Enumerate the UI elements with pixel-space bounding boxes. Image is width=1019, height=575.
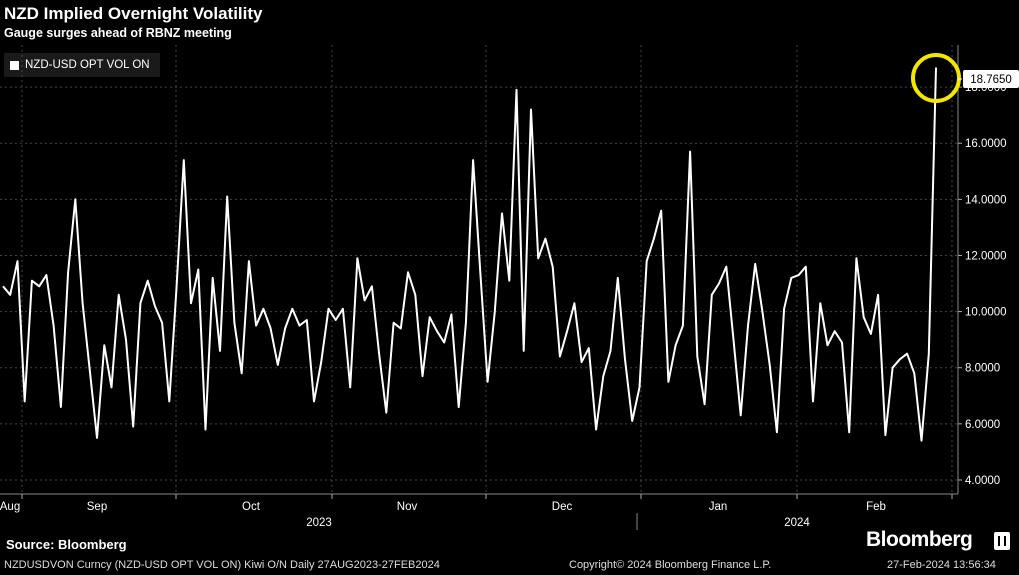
legend-swatch [10, 60, 19, 70]
x-tick-label: Sep [87, 501, 107, 513]
last-value-label: 18.7650 [970, 74, 1012, 86]
x-year-label: 2023 [306, 517, 332, 529]
x-year-label: 2024 [784, 517, 810, 529]
y-tick-label: 14.0000 [965, 194, 1007, 206]
y-tick-label: 6.0000 [965, 419, 1000, 431]
series-line-nzd-usd-opt-vol-on [2, 67, 937, 442]
bloomberg-logo: Bloomberg [866, 528, 973, 551]
x-tick-label: Jan [709, 501, 728, 513]
footer-ticker: NZDUSDVON Curncy (NZD-USD OPT VOL ON) Ki… [4, 559, 440, 571]
legend: NZD-USD OPT VOL ON [4, 53, 160, 77]
legend-label: NZD-USD OPT VOL ON [25, 59, 150, 71]
x-tick-label: Feb [866, 501, 886, 513]
last-value-box [963, 70, 1019, 88]
footer-timestamp: 27-Feb-2024 13:56:34 [887, 559, 996, 571]
y-tick-label: 10.0000 [965, 307, 1007, 319]
chart-subtitle: Gauge surges ahead of RBNZ meeting [4, 26, 232, 40]
x-tick-label: Aug [0, 501, 20, 513]
x-tick-label: Nov [397, 501, 418, 513]
source-note: Source: Bloomberg [6, 537, 127, 552]
footer-copyright: Copyright© 2024 Bloomberg Finance L.P. [569, 559, 772, 571]
footer: NZDUSDVON Curncy (NZD-USD OPT VOL ON) Ki… [0, 557, 1019, 575]
y-tick-label: 16.0000 [965, 138, 1007, 150]
chart-title: NZD Implied Overnight Volatility [4, 4, 263, 23]
x-tick-label: Oct [242, 501, 261, 513]
x-tick-label: Dec [552, 501, 573, 513]
highlight-circle [911, 53, 961, 103]
y-tick-label: 8.0000 [965, 363, 1000, 375]
y-tick-label: 4.0000 [965, 475, 1000, 487]
y-tick-label: 12.0000 [965, 250, 1007, 262]
bloomberg-logo-icon [994, 532, 1010, 550]
